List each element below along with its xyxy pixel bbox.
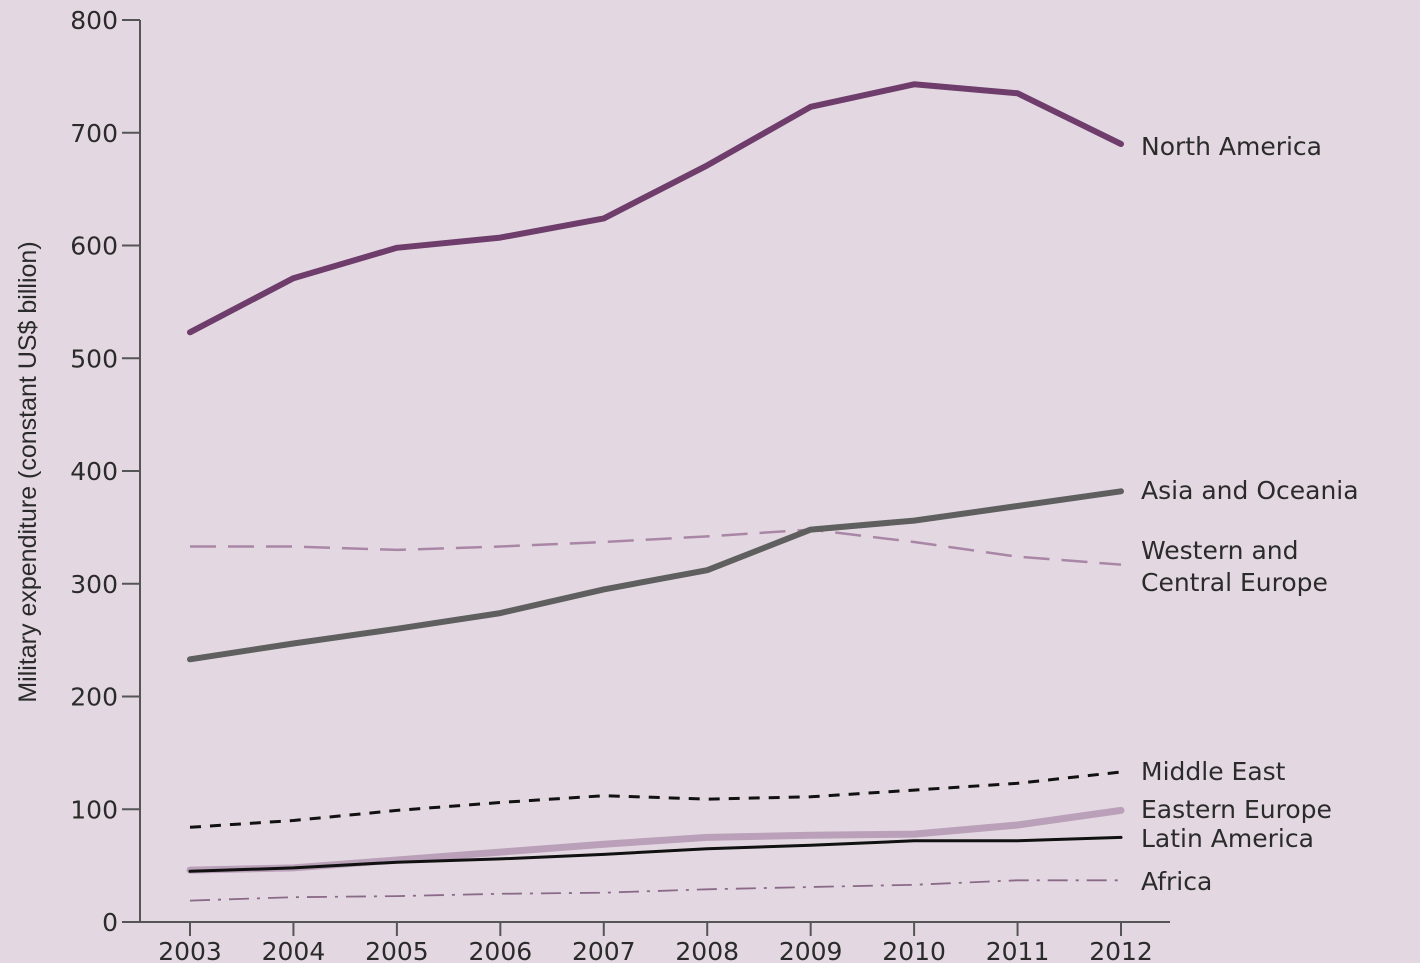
series-line-wce — [190, 528, 1122, 566]
x-tick-label: 2008 — [675, 937, 739, 963]
series-labels: North America Asia and Oceania Western and… — [1141, 132, 1359, 896]
series-label-asia: Asia and Oceania — [1141, 476, 1359, 505]
axes: 0 100 200 300 400 500 600 700 800 2003 2004 2005 200… — [70, 6, 1170, 963]
series-line-af — [189, 879, 1121, 902]
y-tick-label: 300 — [70, 570, 118, 599]
series-label-na: North America — [1141, 132, 1322, 161]
y-axis-title: Military expenditure (constant US$ billi… — [14, 241, 42, 702]
series-label-ee: Eastern Europe — [1141, 795, 1332, 824]
y-tick-label: 800 — [70, 6, 118, 35]
y-tick-label: 400 — [70, 457, 118, 486]
y-tick-label: 100 — [70, 795, 118, 824]
x-tick-label: 2004 — [262, 937, 326, 963]
x-tick-label: 2009 — [779, 937, 843, 963]
series-group — [186, 81, 1125, 902]
y-tick-label: 200 — [70, 683, 118, 712]
series-label-me: Middle East — [1141, 757, 1286, 786]
series-label-af: Africa — [1141, 867, 1212, 896]
y-tick-label: 0 — [102, 908, 118, 937]
x-tick-label: 2011 — [986, 937, 1050, 963]
x-tick-label: 2003 — [158, 937, 222, 963]
x-tick-label: 2005 — [365, 937, 429, 963]
series-label-wce: Western and — [1141, 536, 1299, 565]
series-label-la: Latin America — [1141, 824, 1314, 853]
series-line-na — [187, 81, 1124, 336]
series-line-la — [188, 835, 1123, 873]
series-label-wce: Central Europe — [1141, 568, 1328, 597]
x-tick-label: 2012 — [1089, 937, 1153, 963]
y-tick-label: 600 — [70, 232, 118, 261]
x-tick-label: 2007 — [572, 937, 636, 963]
series-line-me — [189, 770, 1122, 829]
y-tick-label: 500 — [70, 344, 118, 373]
x-tick-label: 2010 — [882, 937, 946, 963]
x-tick-label: 2006 — [469, 937, 533, 963]
series-line-asia — [187, 488, 1124, 663]
y-tick-label: 700 — [70, 119, 118, 148]
